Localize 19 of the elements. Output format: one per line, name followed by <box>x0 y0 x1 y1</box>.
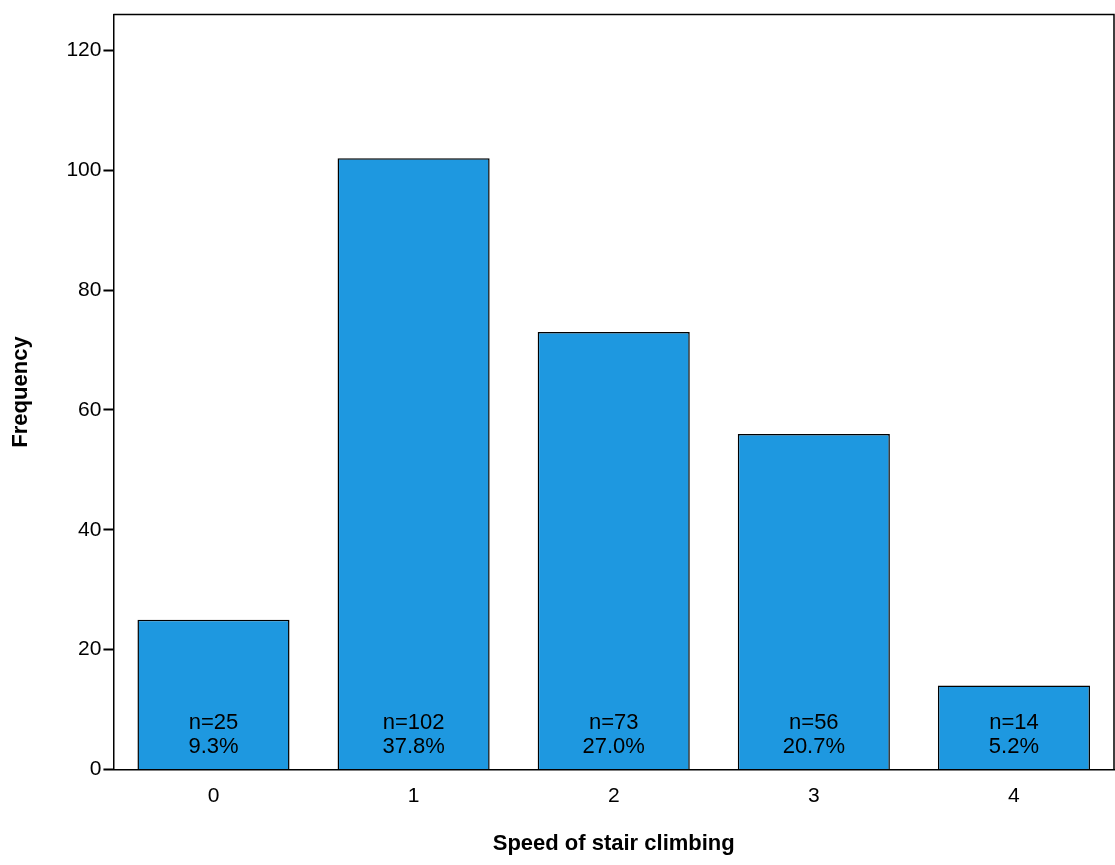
data-label: n=73 27.0% <box>582 709 645 759</box>
x-tick-label: 4 <box>1008 782 1021 806</box>
y-tick-label: 20 <box>78 636 102 660</box>
data-label: n=25 9.3% <box>188 709 239 759</box>
x-tick-label: 1 <box>407 782 420 806</box>
y-tick-label: 0 <box>89 756 102 780</box>
y-axis-title: Frequency <box>7 335 33 448</box>
y-tick-label: 40 <box>78 516 102 540</box>
x-tick-label: 3 <box>807 782 820 806</box>
data-label: n=14 5.2% <box>988 709 1040 759</box>
x-tick-label: 2 <box>607 782 620 806</box>
data-label: n=102 37.8% <box>382 709 445 759</box>
y-tick-label: 60 <box>78 396 102 420</box>
y-tick-label: 80 <box>78 276 102 300</box>
x-tick-label: 0 <box>207 782 220 806</box>
y-tick-label: 100 <box>66 157 102 181</box>
data-label: n=56 20.7% <box>782 709 846 759</box>
y-tick-label: 120 <box>66 37 102 61</box>
x-axis-title: Speed of stair climbing <box>492 829 735 855</box>
